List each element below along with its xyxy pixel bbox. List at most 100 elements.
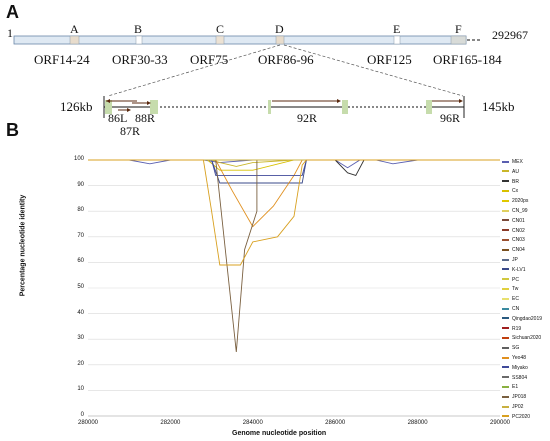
legend-swatch [502,199,509,202]
gene-86l-label: 86L [108,111,128,125]
legend-swatch [502,190,509,193]
legend-item: CN04 [502,246,525,255]
legend-item: BR [502,178,519,187]
region-f-label: F [455,22,462,36]
legend-label: CN03 [512,237,525,244]
orf-label-b: ORF30-33 [112,52,168,67]
panel-b-label: B [6,120,19,140]
legend-item: JP [502,256,518,265]
legend-swatch [502,317,509,320]
legend-swatch [502,356,509,359]
y-tick-label: 30 [77,335,84,342]
genome-end-label: 292967 [492,28,528,42]
y-tick-label: 60 [77,258,84,265]
region-d-marker [275,35,285,45]
legend-swatch [502,297,509,300]
y-tick-label: 20 [77,360,84,367]
legend-label: CN_99 [512,208,528,214]
legend-item: JP02 [502,403,523,412]
orf-label-d: ORF86-96 [258,52,314,67]
series-line-jp018 [88,159,500,353]
legend-item: PC2020 [502,413,530,422]
x-tick-label: 286000 [325,420,346,426]
legend-item: 2020ps [502,197,528,206]
series-line-yeo48 [88,159,500,228]
orf-label-c: ORF75 [190,52,229,67]
legend-label: K-LV1 [512,266,526,273]
zoom-left-kb-label: 126kb [60,99,93,114]
legend-label: SG [512,345,520,352]
legend-item: SS804 [502,374,527,383]
series-line-br [88,159,500,176]
legend-swatch [502,376,509,379]
orf-label-e: ORF125 [367,52,412,67]
y-tick-label: 10 [77,386,84,393]
legend-item: Miyako [502,364,528,373]
legend-label: EC [512,296,519,303]
legend-swatch [502,239,509,242]
legend-label: Cx [512,188,519,195]
region-c-marker [215,35,225,45]
legend-label: JP018 [512,394,527,401]
legend-item: MEX [502,158,523,167]
legend-item: EC [502,295,519,304]
region-c-label: C [216,22,225,36]
legend-label: AU [512,168,519,175]
y-tick-label: 50 [77,284,84,290]
legend-swatch [502,209,509,212]
legend-item: PC [502,276,519,285]
legend-item: CN02 [502,227,525,236]
gene-96r-label: 96R [440,111,461,125]
gene-block-3 [268,100,271,114]
x-tick-label: 284000 [242,420,263,426]
legend-swatch [502,268,509,271]
legend-item: K-LV1 [502,266,526,275]
y-tick-label: 80 [77,207,84,214]
legend-item: Yeo48 [502,354,526,363]
series-line-mex [88,159,500,169]
genome-map-diagram [13,35,482,118]
legend-item: CN [502,305,519,314]
legend-swatch [502,415,509,418]
legend-swatch [502,229,509,232]
legend-swatch [502,386,509,389]
legend-swatch [502,288,509,291]
legend-label: BR [512,178,519,185]
y-tick-label: 100 [73,156,84,162]
legend-swatch [502,219,509,222]
y-axis-label: Percentage nucleotide identity [19,194,27,297]
legend-label: CN02 [512,227,525,234]
gene-block-4 [342,100,348,114]
gene-88r-arrowhead [147,101,151,105]
y-tick-label: 0 [80,412,84,418]
legend-label: SS804 [512,374,528,381]
gene-86l-arrowhead [106,99,110,103]
panel-a-label: A [6,2,19,22]
legend-swatch [502,395,509,398]
legend-item: Qingdao2019 [502,315,542,324]
legend-item: CN_99 [502,207,528,216]
orf-label-f: ORF165-184 [433,52,502,67]
legend-label: Sichuan2020 [512,335,542,342]
legend-label: Tw [512,286,519,293]
legend-label: E1 [512,384,519,391]
region-b-label: B [134,22,143,36]
legend-item: Cx [502,187,518,196]
legend-label: CN [512,306,520,312]
orf-label-a: ORF14-24 [34,52,90,67]
legend-label: CN04 [512,247,525,254]
series-line-miyako [88,159,500,176]
legend-swatch [502,180,509,183]
legend-item: R19 [502,325,521,334]
region-d-label: D [275,22,284,36]
gene-92r-arrowhead [337,99,341,103]
legend-label: Miyako [512,364,528,371]
legend-swatch [502,278,509,281]
x-tick-label: 288000 [407,420,428,426]
legend-label: Qingdao2019 [512,315,543,322]
legend-label: PC2020 [512,413,531,420]
region-f-marker [450,35,467,45]
gene-87r-label: 87R [120,124,141,138]
series-line-pc2020 [88,159,500,266]
